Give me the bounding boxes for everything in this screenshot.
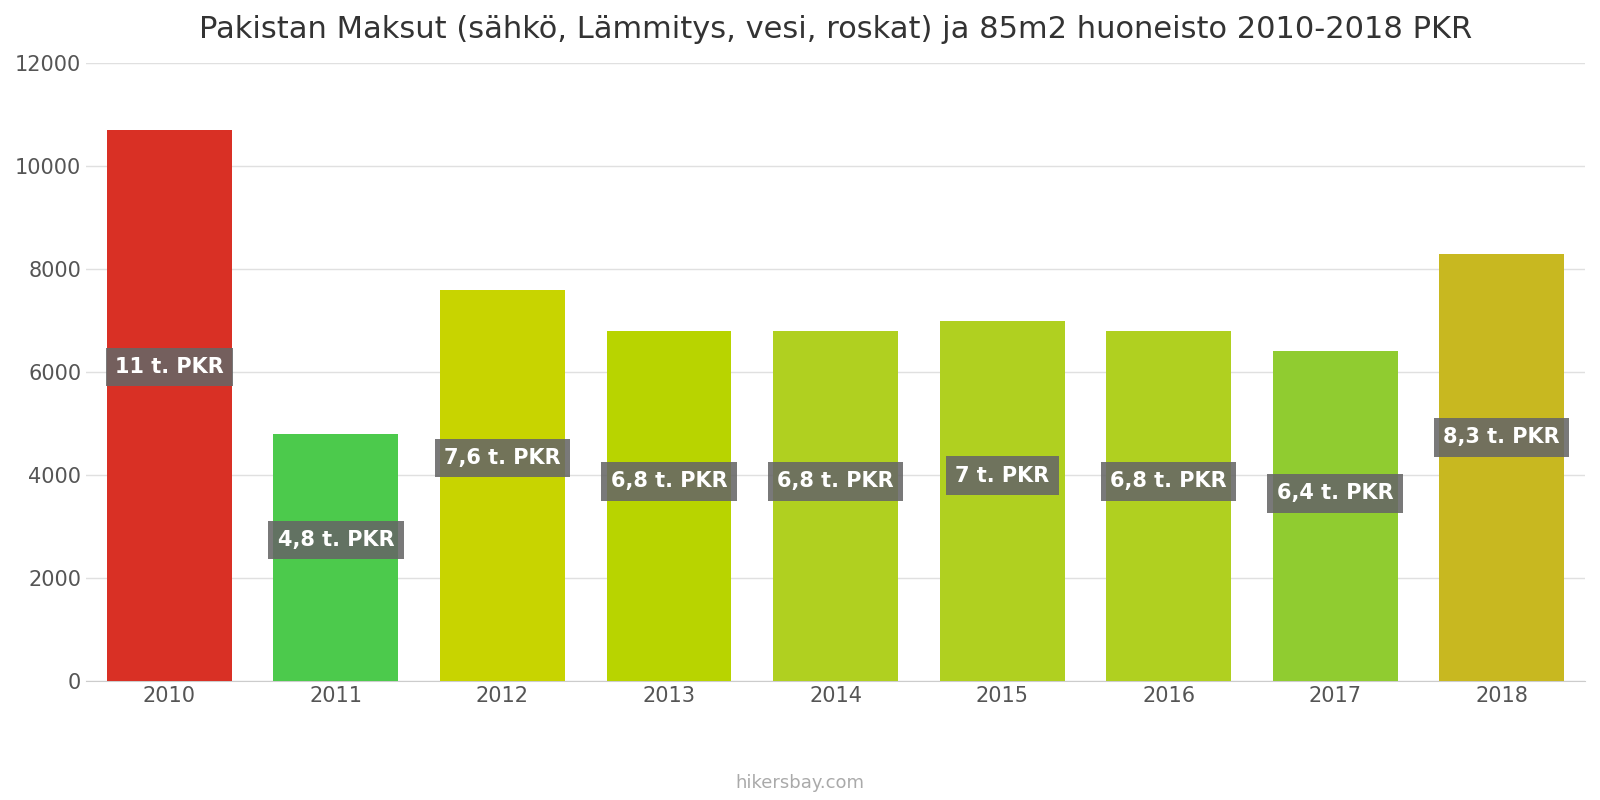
Bar [107,130,232,681]
Bar [1106,331,1230,681]
Text: 6,8 t. PKR: 6,8 t. PKR [778,471,894,491]
Title: Pakistan Maksut (sähkö, Lämmitys, vesi, roskat) ja 85m2 huoneisto 2010-2018 PKR: Pakistan Maksut (sähkö, Lämmitys, vesi, … [198,15,1472,44]
Text: 4,8 t. PKR: 4,8 t. PKR [278,530,394,550]
Bar [773,331,898,681]
Text: 6,4 t. PKR: 6,4 t. PKR [1277,483,1394,503]
Bar [274,434,398,681]
Bar [440,290,565,681]
Bar [1272,351,1398,681]
Bar [606,331,731,681]
Text: 11 t. PKR: 11 t. PKR [115,357,224,377]
Text: hikersbay.com: hikersbay.com [736,774,864,792]
Bar [1440,254,1565,681]
Bar [939,321,1064,681]
Text: 7 t. PKR: 7 t. PKR [955,466,1050,486]
Text: 6,8 t. PKR: 6,8 t. PKR [1110,471,1227,491]
Text: 6,8 t. PKR: 6,8 t. PKR [611,471,728,491]
Text: 7,6 t. PKR: 7,6 t. PKR [445,448,560,468]
Text: 8,3 t. PKR: 8,3 t. PKR [1443,427,1560,447]
